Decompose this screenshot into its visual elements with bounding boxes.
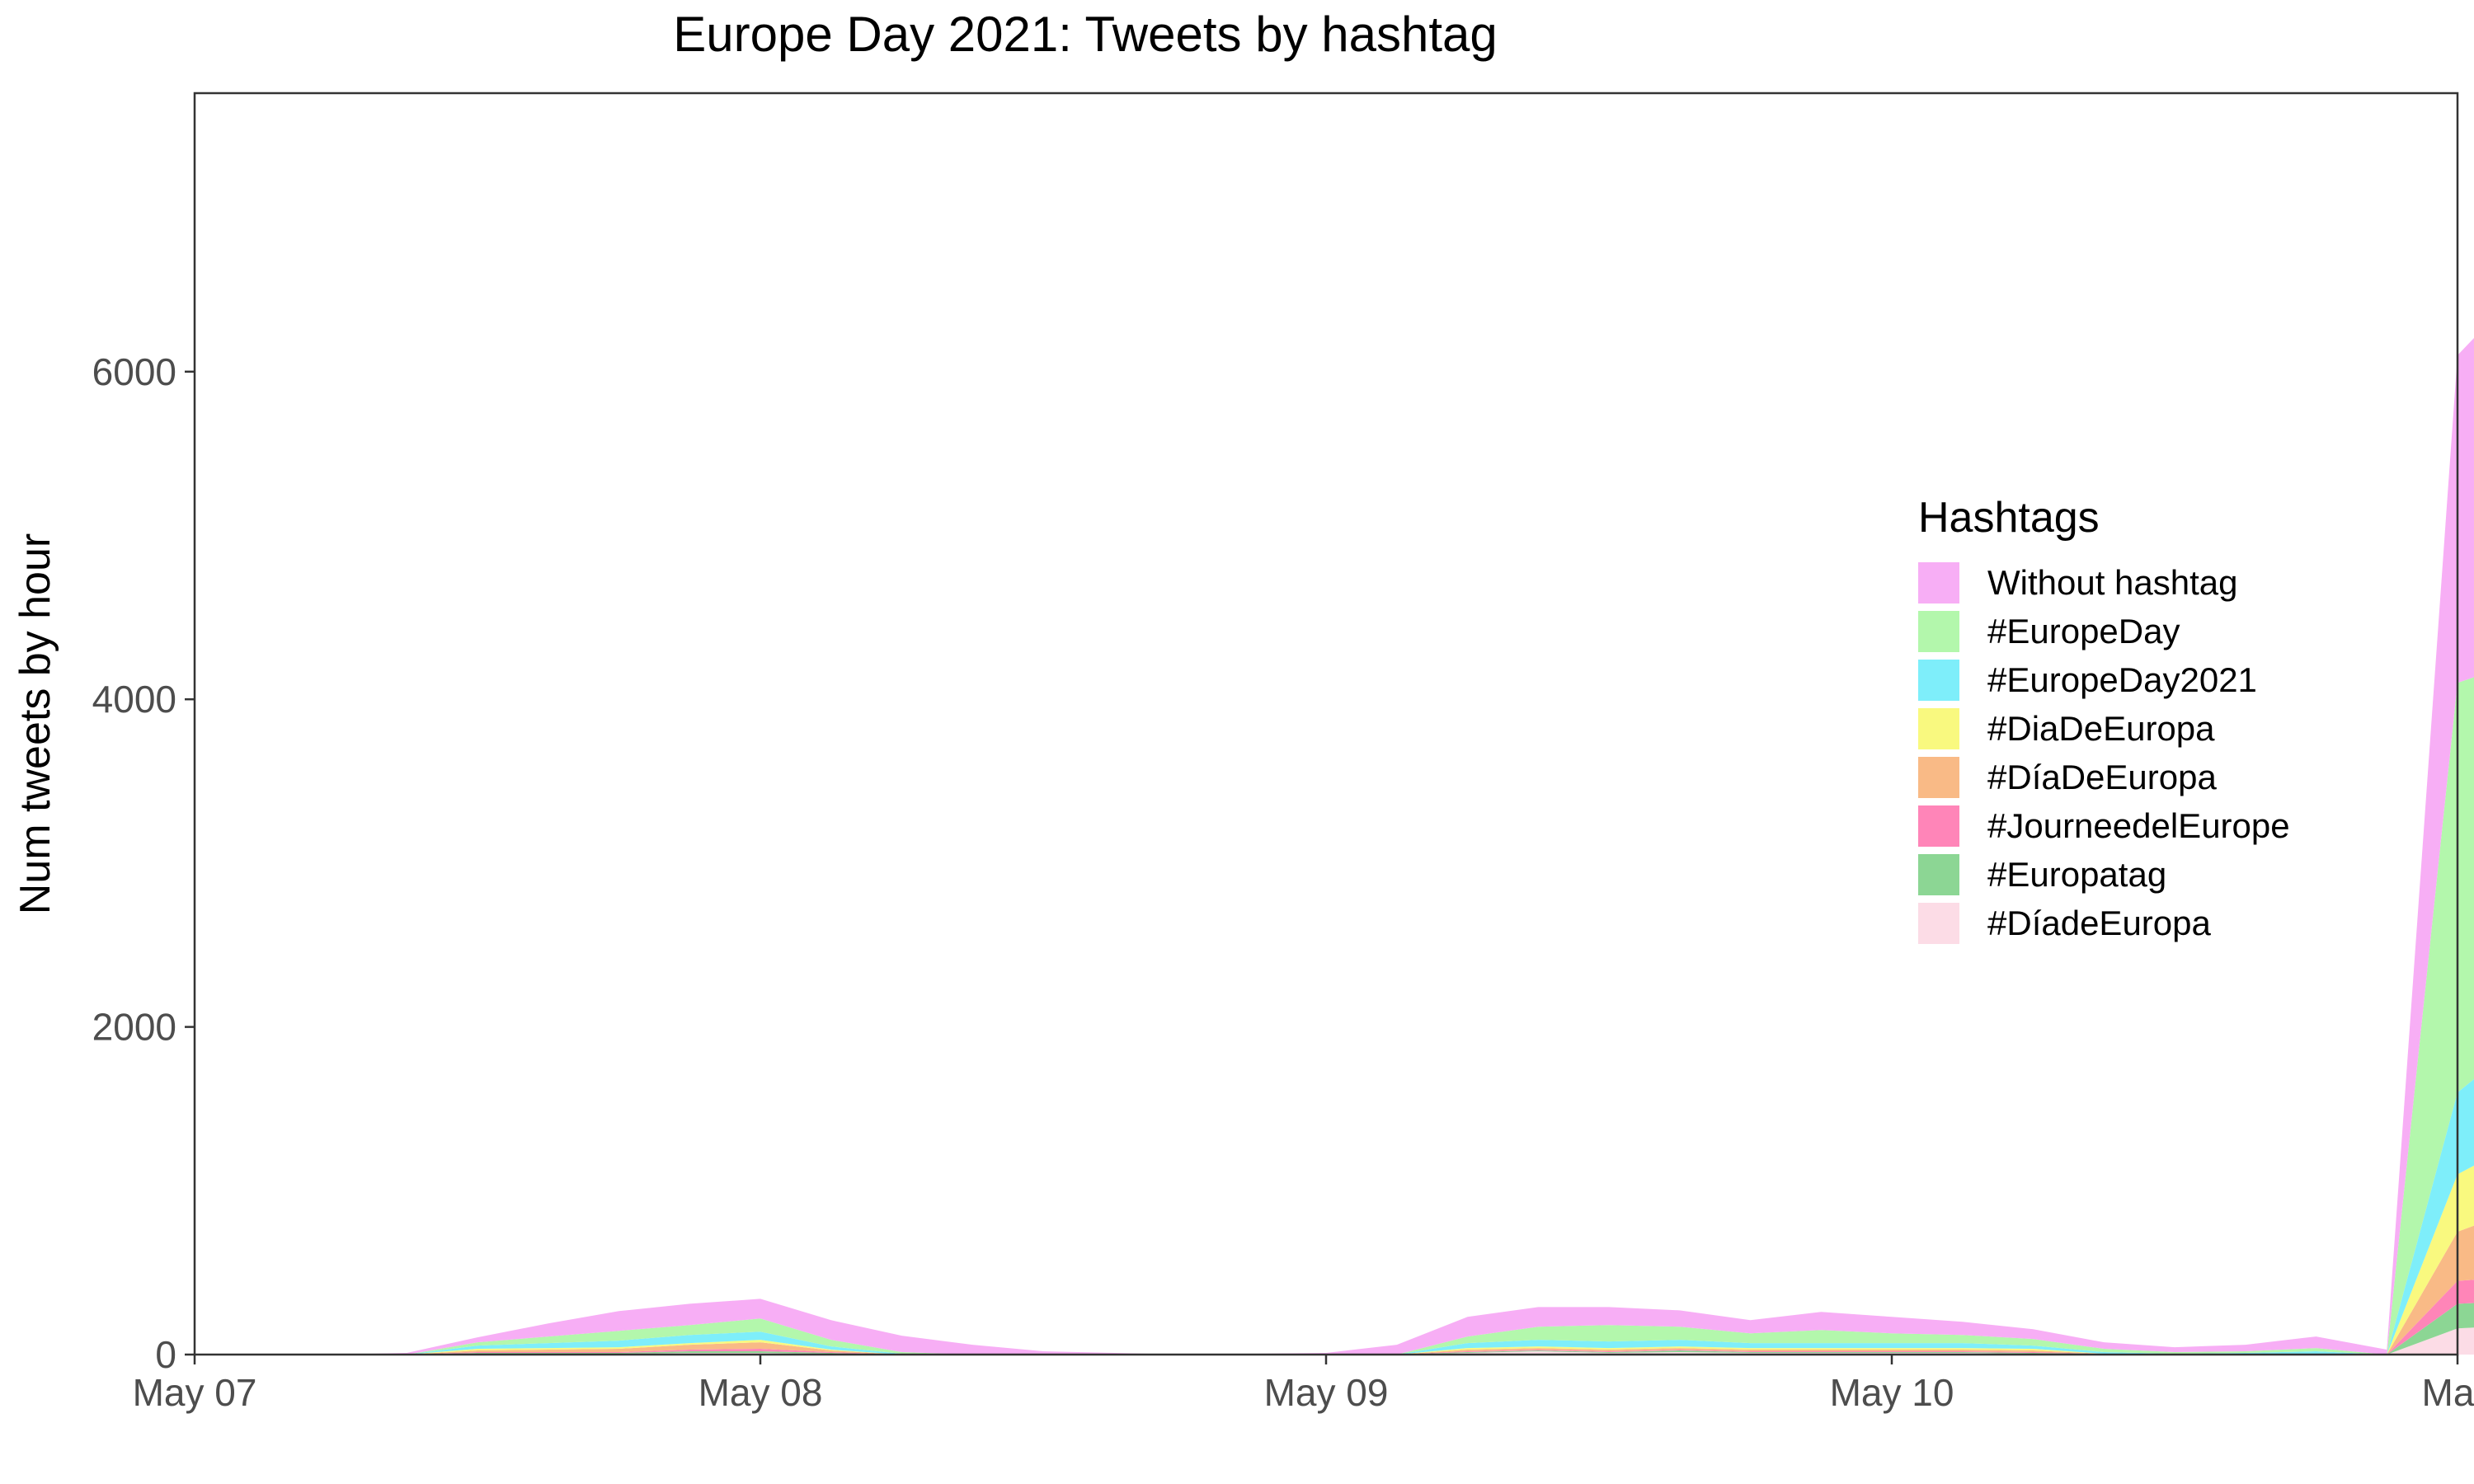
legend-label: #Europatag — [1987, 855, 2166, 894]
x-tick-label: May 09 — [1264, 1371, 1389, 1414]
legend-label: #DíadeEuropa — [1987, 904, 2212, 942]
legend: Hashtags Without hashtag #EuropeDay #Europ… — [1918, 494, 2290, 944]
legend-label: Without hashtag — [1987, 563, 2238, 602]
legend-swatch — [1918, 562, 1959, 603]
y-tick-label: 0 — [155, 1333, 176, 1376]
legend-label: #DíaDeEuropa — [1987, 758, 2217, 796]
y-axis: 0 2000 4000 6000 — [92, 350, 195, 1376]
legend-swatch — [1918, 757, 1959, 798]
legend-label: #EuropeDay — [1987, 612, 2180, 650]
area-series-diadeeuropa-4 — [195, 1165, 2474, 1355]
x-tick-label: May 07 — [133, 1371, 257, 1414]
y-tick-label: 4000 — [92, 678, 176, 721]
y-axis-title: Num tweets by hour — [12, 533, 59, 914]
legend-label: #EuropeDay2021 — [1987, 660, 2257, 699]
legend-swatch — [1918, 903, 1959, 944]
legend-title: Hashtags — [1918, 494, 2100, 542]
x-tick-label: May 10 — [1830, 1371, 1954, 1414]
legend-swatch — [1918, 611, 1959, 652]
legend-swatch — [1918, 708, 1959, 749]
legend-label: #DiaDeEuropa — [1987, 709, 2215, 748]
legend-swatch — [1918, 805, 1959, 847]
legend-swatch — [1918, 854, 1959, 895]
legend-swatch — [1918, 660, 1959, 701]
legend-label: #JourneedelEurope — [1987, 806, 2290, 845]
y-tick-label: 6000 — [92, 350, 176, 393]
x-axis: May 07 May 08 May 09 May 10 May — [133, 1355, 2474, 1414]
area-series-europeday2021-5 — [195, 1078, 2474, 1355]
x-tick-label: May 08 — [698, 1371, 823, 1414]
chart-title: Europe Day 2021: Tweets by hashtag — [673, 7, 1498, 62]
y-tick-label: 2000 — [92, 1006, 176, 1049]
x-tick-label: May — [2422, 1371, 2474, 1414]
